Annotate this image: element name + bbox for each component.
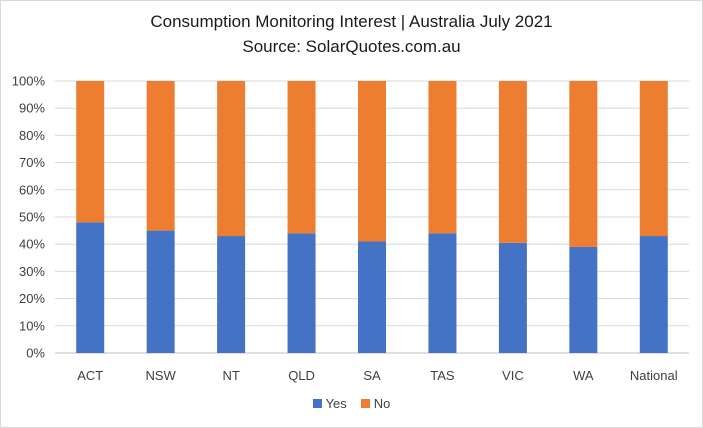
x-tick-label: NT	[222, 368, 239, 383]
legend: Yes No	[0, 396, 703, 411]
legend-swatch-yes	[312, 399, 322, 408]
x-tick-label: NSW	[145, 368, 176, 383]
bar-yes-tas	[428, 233, 457, 353]
bar-yes-qld	[287, 233, 316, 353]
y-tick-label: 0%	[26, 346, 45, 361]
x-tick-label: ACT	[77, 368, 103, 383]
legend-item-no: No	[360, 396, 391, 411]
x-tick-label: National	[630, 368, 678, 383]
x-tick-label: TAS	[430, 368, 455, 383]
legend-swatch-no	[360, 399, 370, 408]
bar-yes-wa	[569, 246, 598, 353]
y-tick-label: 70%	[19, 155, 45, 170]
bar-no-wa	[569, 81, 598, 247]
y-tick-label: 30%	[19, 264, 45, 279]
legend-label-no: No	[373, 396, 391, 411]
bar-no-nt	[217, 81, 246, 237]
bar-no-vic	[498, 81, 527, 243]
bar-no-national	[639, 81, 668, 237]
y-tick-label: 40%	[19, 237, 45, 252]
y-tick-label: 90%	[19, 101, 45, 116]
bar-no-sa	[358, 81, 386, 242]
x-tick-label: WA	[573, 368, 594, 383]
bar-yes-nsw	[146, 230, 175, 353]
y-tick-label: 20%	[19, 291, 45, 306]
bar-no-act	[76, 81, 105, 223]
y-tick-label: 100%	[12, 74, 46, 89]
legend-label-yes: Yes	[325, 396, 347, 411]
y-tick-label: 50%	[19, 210, 45, 225]
legend-item-yes: Yes	[312, 396, 347, 411]
bar-no-qld	[287, 81, 316, 234]
x-tick-label: QLD	[288, 368, 315, 383]
bar-yes-vic	[498, 242, 527, 353]
y-tick-label: 10%	[19, 318, 45, 333]
bar-yes-national	[639, 236, 668, 353]
chart-title: Consumption Monitoring Interest | Austra…	[150, 12, 553, 31]
bar-yes-nt	[217, 236, 246, 353]
bar-yes-act	[76, 222, 105, 353]
y-tick-label: 80%	[19, 128, 45, 143]
bar-no-tas	[428, 81, 457, 234]
y-tick-label: 60%	[19, 182, 45, 197]
x-tick-label: SA	[363, 368, 381, 383]
x-tick-label: VIC	[502, 368, 524, 383]
bar-no-nsw	[146, 81, 175, 231]
chart-subtitle: Source: SolarQuotes.com.au	[242, 37, 461, 56]
bar-yes-sa	[358, 241, 386, 353]
